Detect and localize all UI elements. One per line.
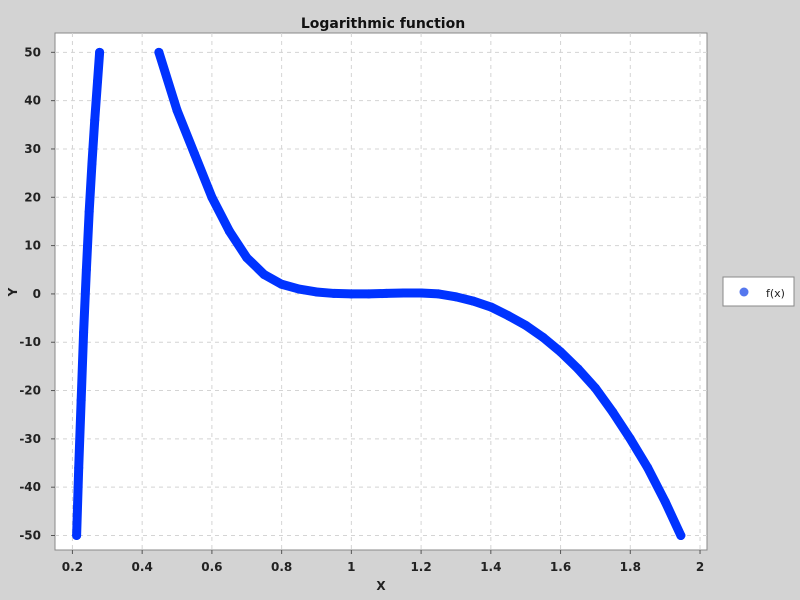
data-point: [399, 288, 409, 298]
data-point: [87, 158, 97, 168]
data-point: [434, 289, 444, 299]
y-tick-label: 40: [24, 94, 41, 108]
data-point: [259, 270, 269, 280]
data-point: [451, 292, 461, 302]
data-point: [573, 364, 583, 374]
data-point: [172, 105, 182, 115]
data-point: [346, 289, 356, 299]
x-axis-title: X: [376, 579, 386, 593]
data-point: [521, 320, 531, 330]
y-tick-label: -10: [19, 335, 41, 349]
data-point: [207, 192, 217, 202]
x-tick-label: 0.8: [271, 560, 292, 574]
data-point: [660, 497, 670, 507]
data-point: [381, 288, 391, 298]
data-point: [95, 47, 105, 57]
data-point: [676, 531, 686, 541]
data-point: [84, 207, 94, 217]
data-point: [154, 47, 164, 57]
data-point: [76, 395, 86, 405]
y-tick-label: 10: [24, 239, 41, 253]
data-point: [72, 531, 82, 541]
x-tick-label: 1.6: [550, 560, 571, 574]
x-tick-label: 0.2: [62, 560, 83, 574]
data-point: [277, 279, 287, 289]
data-point: [643, 463, 653, 473]
x-tick-label: 1.4: [480, 560, 501, 574]
data-point: [74, 463, 84, 473]
data-point: [416, 288, 426, 298]
y-axis-title: Y: [6, 287, 20, 297]
data-point: [503, 311, 513, 321]
x-tick-label: 0.6: [201, 560, 222, 574]
legend-marker-f-x: [739, 287, 749, 297]
chart-title: Logarithmic function: [301, 16, 465, 32]
y-tick-label: 50: [24, 45, 41, 59]
data-point: [90, 115, 100, 125]
tick-labels: 0.2 0.4 0.6 0.8 1 1.2 1.4 1.6 1.8 2 -50 -40 -30 -20 -1…: [19, 45, 704, 574]
data-point: [189, 149, 199, 159]
data-point: [242, 253, 252, 263]
series-line-f-x: [72, 47, 105, 541]
legend-label-f-x: f(x): [766, 287, 785, 300]
y-tick-label: 30: [24, 142, 41, 156]
y-tick-label: -50: [19, 529, 41, 543]
data-point: [311, 287, 321, 297]
x-tick-label: 1.8: [620, 560, 641, 574]
data-point: [556, 347, 566, 357]
data-point: [81, 265, 91, 275]
data-point: [590, 383, 600, 393]
data-point: [79, 328, 89, 338]
y-tick-label: -40: [19, 480, 41, 494]
legend: f(x): [722, 276, 795, 307]
x-tick-label: 1.2: [410, 560, 431, 574]
y-tick-label: 20: [24, 190, 41, 204]
legend-box: [722, 276, 795, 307]
y-tick-label: 0: [33, 287, 41, 301]
data-point: [294, 284, 304, 294]
data-point: [224, 226, 234, 236]
data-point: [486, 302, 496, 312]
y-tick-label: -30: [19, 432, 41, 446]
data-point: [608, 407, 618, 417]
x-tick-label: 1: [347, 560, 355, 574]
data-point: [93, 76, 103, 86]
data-point: [468, 296, 478, 306]
axes: [51, 51, 701, 554]
data-point: [538, 332, 548, 342]
data-point: [364, 289, 374, 299]
x-tick-label: 0.4: [132, 560, 153, 574]
series-layer: [72, 47, 686, 541]
y-tick-label: -20: [19, 384, 41, 398]
data-point: [625, 434, 635, 444]
x-tick-label: 2: [696, 560, 704, 574]
data-point: [329, 288, 339, 298]
